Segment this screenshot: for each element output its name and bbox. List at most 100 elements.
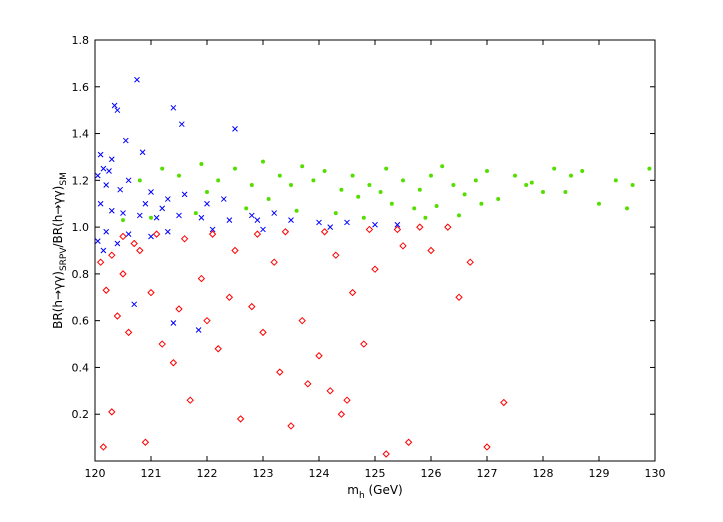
data-point <box>332 251 340 259</box>
data-point <box>288 217 294 223</box>
data-point <box>304 380 312 388</box>
data-point <box>541 190 545 195</box>
y-axis-label-part1: BR(h→γγ) <box>51 271 65 329</box>
data-point <box>111 102 118 109</box>
y-tick-label: 1.2 <box>72 174 90 187</box>
data-point <box>248 302 256 311</box>
data-point <box>287 422 295 430</box>
data-point <box>198 214 205 221</box>
data-point <box>404 438 413 446</box>
data-point <box>339 187 344 192</box>
data-point <box>382 450 390 458</box>
data-point <box>114 107 121 114</box>
data-point <box>423 215 428 220</box>
data-point <box>134 76 140 83</box>
data-point <box>136 246 144 255</box>
data-point <box>529 180 534 185</box>
y-tick-label: 1.8 <box>72 34 90 47</box>
data-point <box>139 149 146 156</box>
data-point <box>142 200 149 207</box>
data-point <box>216 178 221 183</box>
data-point <box>455 293 463 301</box>
data-point <box>434 204 439 209</box>
x-tick-label: 130 <box>645 467 666 480</box>
data-point <box>524 183 529 188</box>
data-point <box>130 239 138 248</box>
data-point <box>94 238 101 244</box>
data-point <box>356 194 361 199</box>
data-point <box>175 305 183 313</box>
data-point <box>597 201 601 206</box>
data-point <box>384 166 389 171</box>
data-point <box>214 345 222 353</box>
data-point <box>103 228 110 235</box>
data-point <box>103 182 110 188</box>
data-point <box>270 258 278 266</box>
y-tick-label: 0.2 <box>72 408 90 421</box>
data-point <box>389 201 394 206</box>
data-point <box>365 225 374 234</box>
data-point <box>344 219 350 226</box>
data-point <box>148 189 154 195</box>
data-point <box>102 286 110 294</box>
data-point <box>625 206 629 211</box>
data-point <box>125 177 132 184</box>
data-point <box>326 387 334 395</box>
data-point <box>429 173 433 178</box>
data-point <box>181 191 188 198</box>
data-point <box>427 246 435 255</box>
data-point <box>416 223 424 231</box>
data-point <box>266 197 271 202</box>
y-tick-label: 1.4 <box>72 128 90 141</box>
data-point <box>513 173 517 178</box>
data-point <box>563 190 568 195</box>
data-point <box>276 368 284 376</box>
data-point <box>393 225 402 234</box>
data-point <box>500 398 508 407</box>
x-tick-label: 124 <box>309 467 330 480</box>
data-point <box>647 166 652 171</box>
x-axis-label-main: m <box>347 483 359 497</box>
data-point <box>178 121 185 128</box>
data-point <box>108 408 116 416</box>
y-tick-label: 0.6 <box>72 315 90 328</box>
data-point <box>630 183 635 188</box>
data-point <box>122 137 129 144</box>
data-point <box>152 230 161 238</box>
data-point <box>440 164 445 169</box>
axis-ticks: 120 121 122 123 124 125 126 127 128 129 130 0.2 0.4 0… <box>72 34 666 480</box>
data-point <box>193 211 198 216</box>
data-point <box>261 159 265 164</box>
data-point <box>327 224 334 230</box>
data-point <box>149 215 153 220</box>
data-point <box>580 168 585 173</box>
data-point <box>399 242 407 250</box>
data-point <box>121 218 125 223</box>
data-points <box>94 76 652 458</box>
data-point <box>236 415 245 423</box>
data-point <box>205 190 209 195</box>
data-point <box>100 165 107 172</box>
x-tick-label: 121 <box>141 467 162 480</box>
x-tick-label: 122 <box>197 467 218 480</box>
data-point <box>401 178 405 183</box>
data-point <box>195 327 202 333</box>
data-point <box>360 340 368 348</box>
data-point <box>160 166 165 171</box>
y-tick-label: 0.4 <box>72 361 90 374</box>
data-point <box>569 173 573 178</box>
data-point <box>473 178 478 183</box>
data-point <box>451 183 456 188</box>
y-axis-label-sub1: SRPV <box>59 247 69 271</box>
data-point <box>552 166 557 171</box>
data-point <box>244 206 249 211</box>
data-point <box>289 183 293 188</box>
data-point <box>232 126 238 132</box>
data-point <box>294 208 299 213</box>
data-point <box>99 443 108 451</box>
data-point <box>119 232 127 241</box>
data-point <box>361 215 366 220</box>
data-point <box>333 211 338 216</box>
data-point <box>316 219 322 226</box>
